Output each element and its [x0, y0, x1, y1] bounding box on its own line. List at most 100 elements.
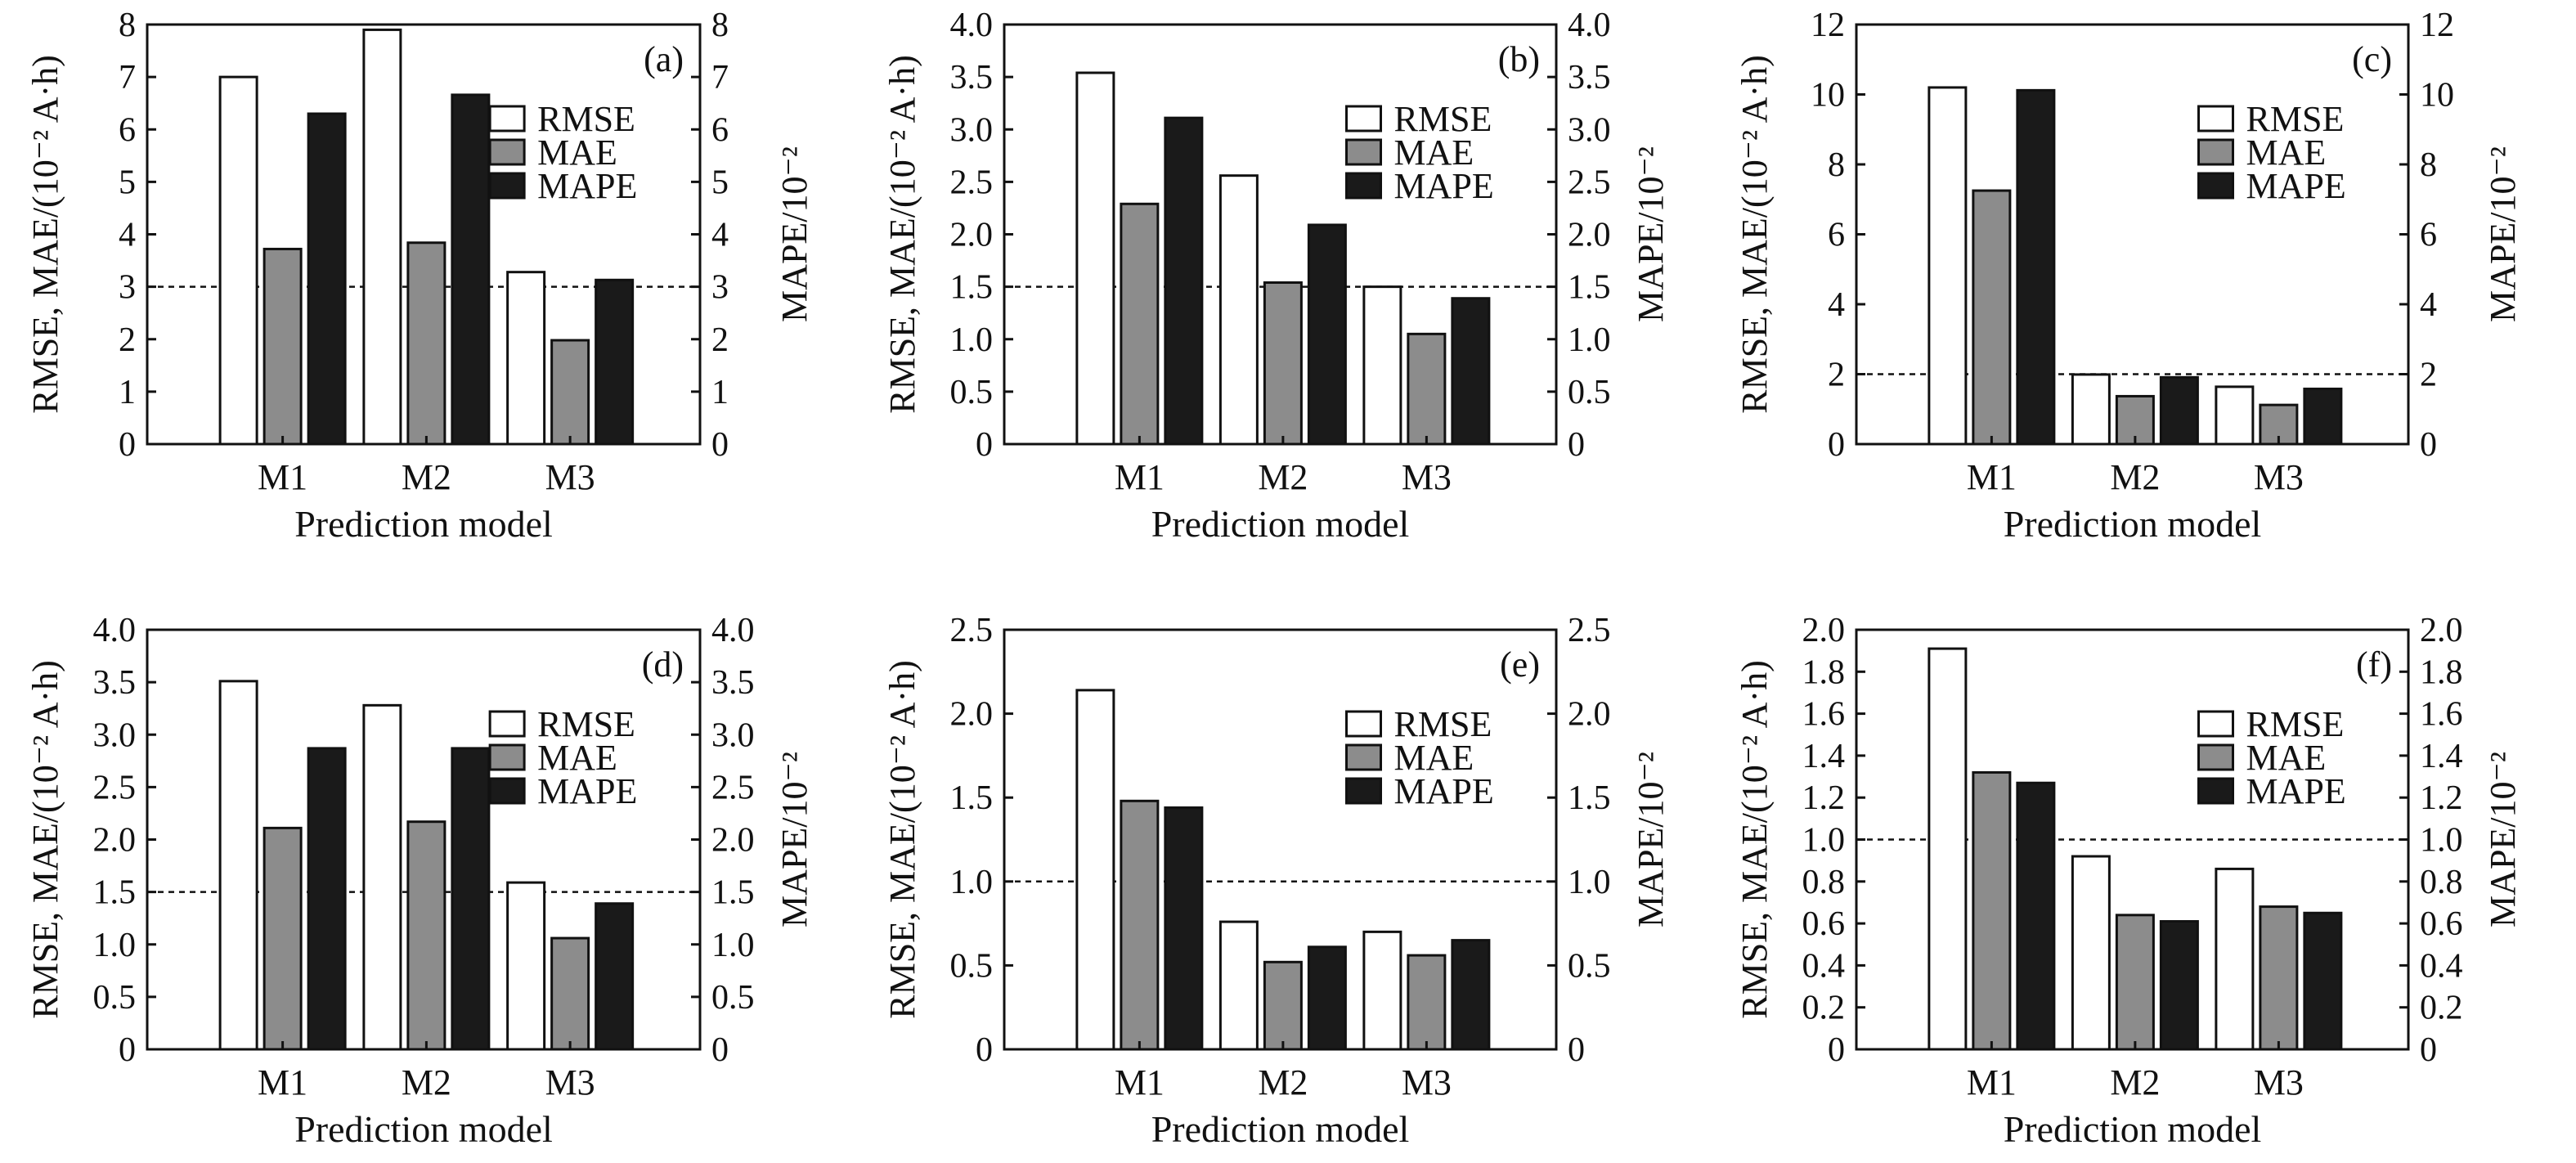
y-tick-label-left: 1.0	[93, 927, 137, 964]
y-tick-label-right: 1.8	[2420, 653, 2463, 691]
bar-mape-m2	[451, 93, 491, 446]
y-axis-label-right: MAPE/10⁻²	[774, 146, 815, 322]
y-tick-label-right: 4.0	[1568, 7, 1611, 44]
legend-label: MAE	[537, 738, 617, 778]
y-tick-label-right: 0.4	[2420, 947, 2463, 985]
x-tick-label: M3	[1402, 1062, 1452, 1102]
bar-rmse-m2	[362, 28, 402, 446]
x-tick-label: M2	[1258, 1062, 1308, 1102]
y-tick-label-right: 2.5	[711, 769, 755, 806]
y-tick-label-right: 0.2	[2420, 990, 2463, 1027]
chart-panel: M1 M2 M3 0 0 0.5 0.5 1.0 1.0 1.5 1.5 2.0 2.0 2.5 2.5 3.…	[25, 612, 815, 1150]
x-axis-label: Prediction model	[1151, 1108, 1410, 1150]
x-axis-label: Prediction model	[294, 1108, 553, 1150]
y-tick-label-right: 1.0	[1568, 864, 1611, 901]
y-axis-label-left: RMSE, MAE/(10⁻² A·h)	[882, 55, 922, 414]
plot-frame	[1003, 628, 1558, 1051]
y-tick-label-right: 6	[711, 111, 729, 149]
y-tick-label-right: 2	[711, 321, 729, 359]
y-tick-label-right: 3.0	[711, 716, 755, 754]
bar-mae-m1	[1120, 799, 1160, 1051]
y-tick-label-left: 0	[119, 426, 136, 464]
bar-rmse-m2	[362, 703, 402, 1051]
y-tick-label-right: 0	[2420, 1031, 2437, 1069]
bar-mae-m1	[1972, 189, 2012, 446]
y-tick-label-left: 3.0	[93, 716, 137, 754]
bar-mape-m3	[1451, 939, 1491, 1051]
legend-swatch-mae	[1345, 138, 1382, 166]
plot-frame	[1855, 628, 2410, 1051]
y-tick-label-left: 0	[1828, 1031, 1845, 1069]
bar-mape-m3	[595, 902, 635, 1051]
legend-label: RMSE	[1394, 99, 1492, 139]
legend-swatch-rmse	[2197, 105, 2234, 132]
bar-rmse-m2	[2071, 855, 2111, 1051]
y-tick-label-left: 8	[119, 7, 136, 44]
y-tick-label-left: 0	[976, 1031, 993, 1069]
y-tick-label-right: 0.5	[1568, 947, 1611, 985]
y-tick-label-left: 4.0	[950, 7, 994, 44]
plot-frame	[1855, 23, 2410, 446]
bar-mape-m2	[2159, 375, 2199, 446]
y-tick-label-right: 2.5	[1568, 164, 1611, 201]
y-tick-label-right: 0.8	[2420, 864, 2463, 901]
y-tick-label-right: 4.0	[711, 612, 755, 649]
bar-rmse-m1	[1928, 647, 1968, 1051]
y-tick-label-right: 1.4	[2420, 738, 2463, 775]
bar-rmse-m3	[506, 881, 546, 1051]
y-tick-label-left: 3.0	[950, 111, 994, 149]
bar-mape-m3	[2303, 911, 2343, 1051]
y-tick-label-right: 2.0	[1568, 217, 1611, 254]
x-tick-label: M1	[1115, 457, 1165, 497]
legend-label: MAE	[1394, 738, 1474, 778]
legend-label: MAPE	[2246, 166, 2346, 206]
y-tick-label-left: 1.6	[1802, 696, 1846, 734]
y-tick-label-right: 0.5	[711, 979, 755, 1017]
y-tick-label-right: 1.2	[2420, 779, 2463, 817]
y-tick-label-right: 0.5	[1568, 374, 1611, 411]
y-tick-label-left: 2.5	[950, 612, 994, 649]
x-tick-label: M2	[1258, 457, 1308, 497]
y-axis-label-right: MAPE/10⁻²	[774, 752, 815, 927]
bar-rmse-m1	[1075, 689, 1115, 1051]
y-tick-label-left: 0.4	[1802, 947, 1846, 985]
y-tick-label-left: 0	[976, 426, 993, 464]
y-tick-label-left: 1.5	[93, 874, 137, 912]
y-tick-label-right: 1	[711, 374, 729, 411]
y-tick-label-right: 1.5	[711, 874, 755, 912]
bar-rmse-m3	[506, 271, 546, 446]
x-tick-label: M2	[2110, 1062, 2160, 1102]
y-axis-label-right: MAPE/10⁻²	[2483, 146, 2523, 322]
bar-mae-m3	[550, 339, 590, 446]
y-tick-label-right: 4	[2420, 286, 2437, 324]
bar-mae-m1	[263, 247, 303, 446]
y-axis-label-left: RMSE, MAE/(10⁻² A·h)	[1735, 55, 1775, 414]
bar-mape-m1	[2016, 88, 2056, 446]
bar-rmse-m2	[1218, 174, 1259, 446]
y-tick-label-right: 0	[711, 1031, 729, 1069]
legend-swatch-mape	[1345, 777, 1382, 805]
y-tick-label-right: 6	[2420, 217, 2437, 254]
y-tick-label-left: 1.0	[950, 321, 994, 359]
x-tick-label: M3	[545, 457, 595, 497]
y-tick-label-right: 1.5	[1568, 269, 1611, 307]
legend-swatch-mae	[488, 743, 526, 771]
y-tick-label-right: 5	[711, 164, 729, 201]
legend-swatch-rmse	[2197, 710, 2234, 738]
legend-label: RMSE	[537, 99, 635, 139]
chart-panel: M1 M2 M3 0 0 0.5 0.5 1.0 1.0 1.5 1.5 2.0 2.0 2.5 2.5 3.…	[882, 7, 1671, 545]
y-tick-label-left: 8	[1828, 146, 1845, 184]
bar-mape-m1	[2016, 781, 2056, 1051]
y-tick-label-left: 1.5	[950, 779, 994, 817]
legend-label: RMSE	[2246, 99, 2345, 139]
y-tick-label-right: 0	[2420, 426, 2437, 464]
legend-swatch-mae	[1345, 743, 1382, 771]
bar-rmse-m3	[2215, 385, 2255, 446]
y-tick-label-left: 1.5	[950, 269, 994, 307]
legend-swatch-mape	[488, 172, 526, 200]
x-tick-label: M3	[2254, 1062, 2304, 1102]
panel-label: (d)	[642, 644, 684, 685]
